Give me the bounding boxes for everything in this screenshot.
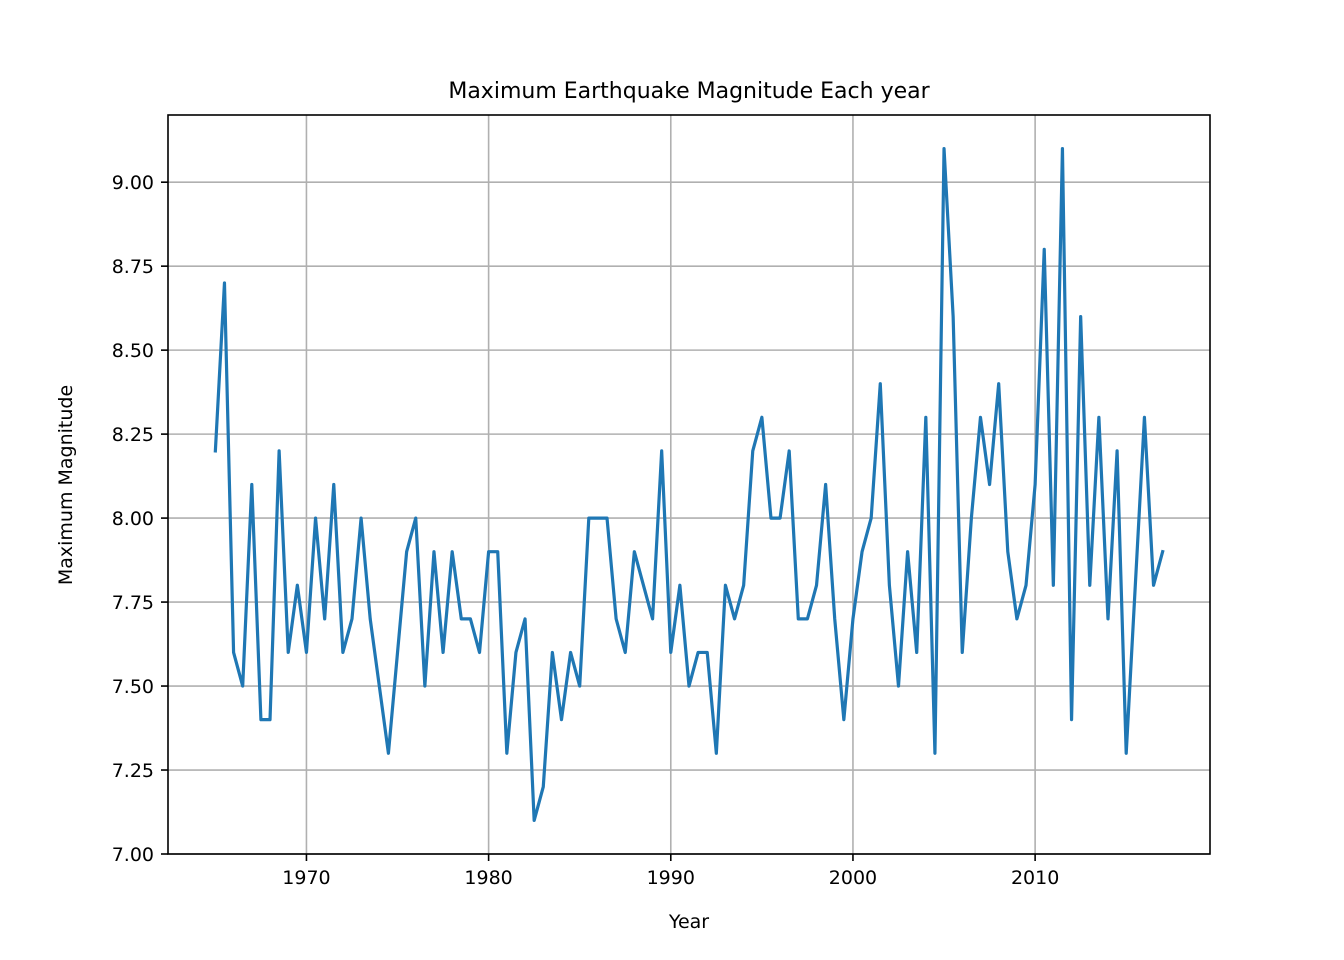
x-tick-label: 1990 [647, 867, 695, 889]
y-tick-label: 7.25 [112, 760, 154, 782]
y-axis-label: Maximum Magnitude [55, 385, 77, 585]
series-layer [213, 146, 1165, 823]
y-tick-label: 8.25 [112, 424, 154, 446]
y-tick-label: 8.50 [112, 340, 154, 362]
y-tick-label: 7.75 [112, 592, 154, 614]
series-line [213, 146, 1165, 823]
y-tick-label: 7.00 [112, 844, 154, 866]
y-axis: 7.00 7.25 7.50 7.75 8.00 8.25 8.50 8.75 9.00 [112, 172, 168, 866]
y-tick-label: 8.75 [112, 256, 154, 278]
y-tick-label: 8.00 [112, 508, 154, 530]
x-tick-label: 2000 [829, 867, 877, 889]
plot-frame [167, 114, 1211, 855]
x-tick-label: 1980 [464, 867, 512, 889]
y-tick-label: 9.00 [112, 172, 154, 194]
y-tick-label: 7.50 [112, 676, 154, 698]
chart-title: Maximum Earthquake Magnitude Each year [448, 79, 930, 104]
x-axis-label: Year [668, 911, 709, 933]
x-tick-label: 2010 [1011, 867, 1059, 889]
x-axis: 1970 1980 1990 2000 2010 [282, 854, 1059, 889]
x-tick-label: 1970 [282, 867, 330, 889]
